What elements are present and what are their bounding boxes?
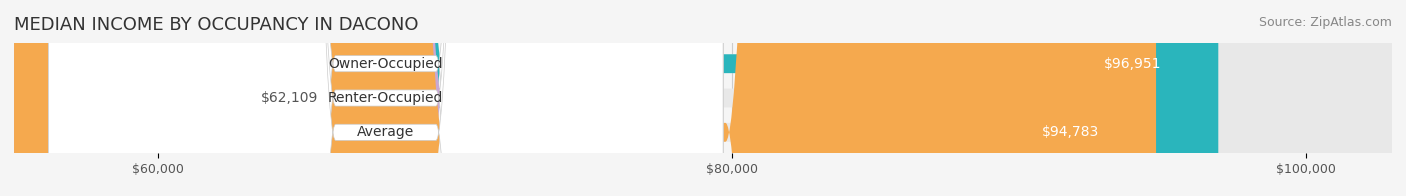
FancyBboxPatch shape bbox=[14, 0, 1218, 196]
Text: Renter-Occupied: Renter-Occupied bbox=[328, 91, 443, 105]
FancyBboxPatch shape bbox=[48, 0, 723, 196]
Text: Source: ZipAtlas.com: Source: ZipAtlas.com bbox=[1258, 16, 1392, 29]
FancyBboxPatch shape bbox=[14, 0, 1156, 196]
FancyBboxPatch shape bbox=[14, 0, 1392, 196]
Text: MEDIAN INCOME BY OCCUPANCY IN DACONO: MEDIAN INCOME BY OCCUPANCY IN DACONO bbox=[14, 16, 419, 34]
FancyBboxPatch shape bbox=[0, 0, 444, 196]
Text: Average: Average bbox=[357, 125, 415, 139]
FancyBboxPatch shape bbox=[14, 0, 1392, 196]
Text: Owner-Occupied: Owner-Occupied bbox=[329, 57, 443, 71]
Text: $96,951: $96,951 bbox=[1104, 57, 1161, 71]
FancyBboxPatch shape bbox=[48, 0, 723, 196]
Text: $94,783: $94,783 bbox=[1042, 125, 1098, 139]
Text: $62,109: $62,109 bbox=[262, 91, 319, 105]
FancyBboxPatch shape bbox=[48, 0, 723, 196]
FancyBboxPatch shape bbox=[14, 0, 1392, 196]
